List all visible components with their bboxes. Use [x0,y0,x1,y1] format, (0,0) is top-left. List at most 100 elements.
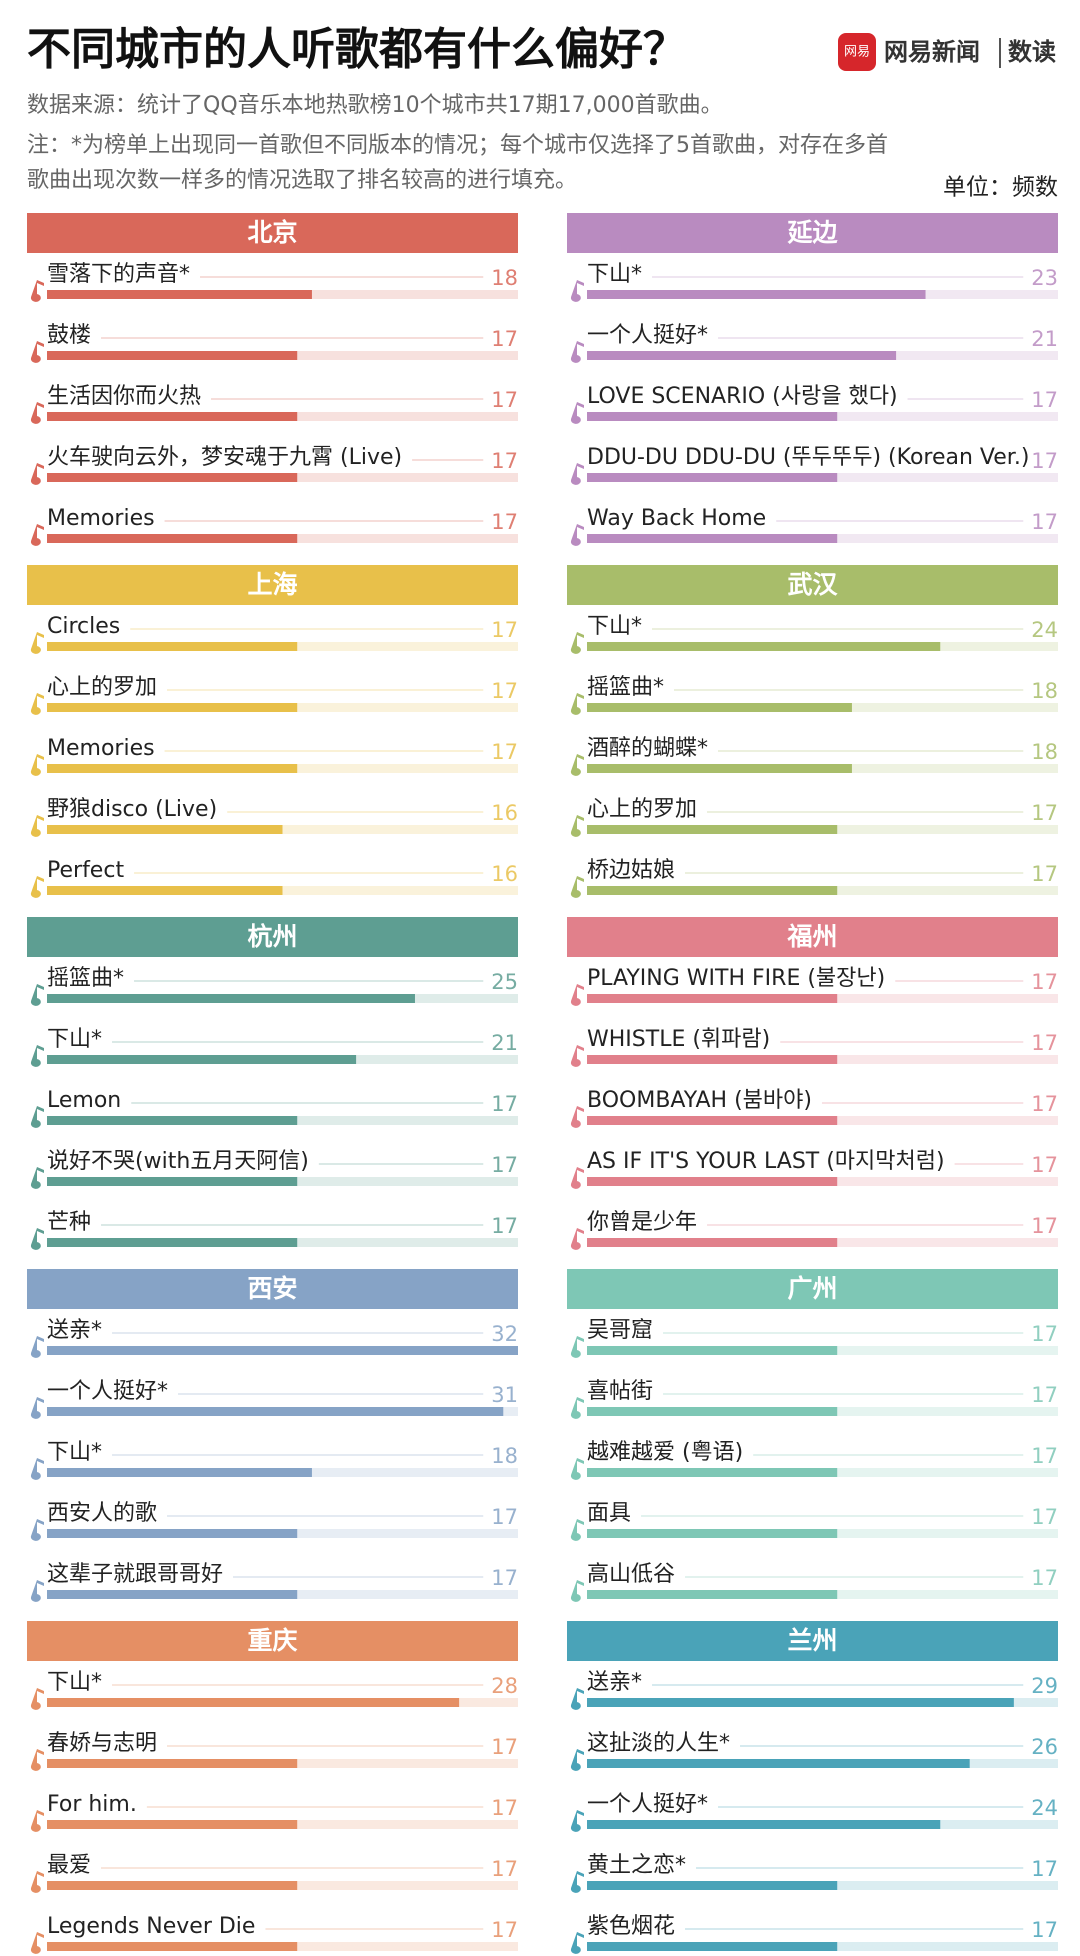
note-icon [570,524,584,546]
bar [587,1116,838,1125]
panel-header [567,1269,1058,1309]
note-icon [30,693,44,715]
value-label: 31 [491,1383,518,1407]
note-icon [570,1397,584,1419]
bar [47,290,312,299]
value-label: 17 [491,618,518,642]
value-label: 28 [491,1674,518,1698]
song-label: BOOMBAYAH (붐바야) [587,1088,812,1113]
song-label: 这辈子就跟哥哥好 [47,1562,223,1587]
song-label: 下山* [47,1027,102,1052]
logo-icon [838,33,876,71]
song-label: 最爱 [47,1853,91,1878]
note-icon [30,1458,44,1480]
bar [587,1468,838,1477]
bar [47,642,298,651]
bar [47,886,283,895]
value-label: 17 [491,1153,518,1177]
bar [47,1238,298,1247]
note-line: 歌曲出现次数一样多的情况选取了排名较高的进行填充。 [27,168,577,193]
note-icon [30,280,44,302]
bar [47,534,298,543]
song-label: Perfect [47,858,124,883]
song-label: Lemon [47,1088,121,1113]
source: 数据来源：统计了QQ音乐本地热歌榜10个城市共17期17,000首歌曲。 [27,93,723,118]
value-label: 24 [1031,618,1058,642]
note-icon [30,524,44,546]
value-label: 17 [1031,1092,1058,1116]
value-label: 17 [1031,1918,1058,1942]
song-label: 这扯淡的人生* [587,1731,730,1756]
song-label: 下山* [47,1670,102,1695]
value-label: 23 [1031,266,1058,290]
bar [47,994,415,1003]
bar [587,642,941,651]
value-label: 17 [1031,388,1058,412]
value-label: 29 [1031,1674,1058,1698]
song-label: Circles [47,614,120,639]
song-label: 心上的罗加 [47,675,157,700]
bar [47,764,298,773]
bar [47,1468,312,1477]
bar [47,1881,298,1890]
value-label: 17 [491,388,518,412]
bar [587,1590,838,1599]
song-label: 紫色烟花 [587,1914,675,1939]
bar [587,703,852,712]
panel-title: 广州 [787,1274,837,1303]
song-label: 面具 [587,1501,631,1526]
value-label: 17 [1031,1153,1058,1177]
song-label: 鼓楼 [47,323,91,348]
note-icon [30,1688,44,1710]
value-label: 17 [491,1857,518,1881]
panel-title: 杭州 [247,922,297,951]
song-label: 生活因你而火热 [47,384,201,409]
bar [587,1820,941,1829]
song-label: 野狼disco (Live) [47,797,217,822]
note-icon [570,754,584,776]
panel-title: 兰州 [787,1626,837,1655]
bar [587,351,897,360]
panel-header [27,1269,518,1309]
value-label: 32 [491,1322,518,1346]
value-label: 17 [491,1918,518,1942]
value-label: 17 [1031,1031,1058,1055]
bar [47,473,298,482]
value-label: 17 [491,679,518,703]
bar [47,1759,298,1768]
logo-icon-text: 网易 [844,45,870,60]
bar [587,1407,838,1416]
logo-text: 网易新闻 [884,38,980,66]
note-icon [570,876,584,898]
panel-title: 重庆 [247,1626,297,1655]
song-label: 西安人的歌 [47,1501,157,1526]
bar [587,825,838,834]
note-icon [570,1810,584,1832]
bar [587,290,926,299]
note-icon [30,1810,44,1832]
note-icon [570,1228,584,1250]
note-icon [570,402,584,424]
bar [47,1116,298,1125]
bar [587,1698,1014,1707]
song-label: Legends Never Die [47,1914,255,1939]
song-label: 送亲* [47,1318,102,1343]
page-title: 不同城市的人听歌都有什么偏好？ [27,24,687,75]
value-label: 17 [491,327,518,351]
logo-text-2: 数读 [1008,38,1056,66]
song-label: 一个人挺好* [587,323,708,348]
note-icon [30,1519,44,1541]
song-label: Memories [47,736,155,761]
song-label: 心上的罗加 [587,797,697,822]
value-label: 17 [1031,1857,1058,1881]
value-label: 18 [1031,740,1058,764]
value-label: 18 [491,1444,518,1468]
bar [47,1820,298,1829]
song-label: Memories [47,506,155,531]
panel-title: 福州 [786,922,837,951]
song-label: 一个人挺好* [587,1792,708,1817]
bar [587,764,852,773]
bar [47,1590,298,1599]
value-label: 17 [1031,1322,1058,1346]
song-label: 黄土之恋* [587,1853,686,1878]
